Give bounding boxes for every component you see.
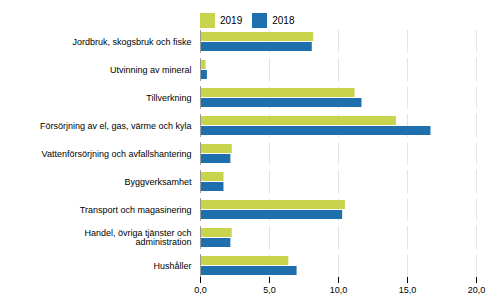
svg-text:10,0: 10,0 <box>330 285 348 295</box>
html-text:2018: 2018 <box>272 15 295 26</box>
html-text:2019: 2019 <box>220 15 243 26</box>
svg-text:Jordbruk, skogsbruk och fiske: Jordbruk, skogsbruk och fiske <box>72 37 191 47</box>
svg-text:Handel, övriga tjänster ochadm: Handel, övriga tjänster ochadministratio… <box>84 228 191 247</box>
svg-text:Försörjning av el, gas, värme: Försörjning av el, gas, värme och kyla <box>40 121 192 131</box>
svg-text:5,0: 5,0 <box>263 285 276 295</box>
svg-text:Tillverkning: Tillverkning <box>146 93 191 103</box>
svg-text:Byggverksamhet: Byggverksamhet <box>124 177 192 187</box>
svg-text:Utvinning av mineral: Utvinning av mineral <box>110 65 192 75</box>
svg-text:Vattenförsörjning och avfallsh: Vattenförsörjning och avfallshantering <box>42 149 192 159</box>
svg-text:0,0: 0,0 <box>194 285 207 295</box>
svg-text:Hushåller: Hushåller <box>153 261 191 271</box>
svg-text:20,0: 20,0 <box>468 285 486 295</box>
svg-text:15,0: 15,0 <box>399 285 417 295</box>
svg-text:Transport och magasinering: Transport och magasinering <box>80 205 192 215</box>
